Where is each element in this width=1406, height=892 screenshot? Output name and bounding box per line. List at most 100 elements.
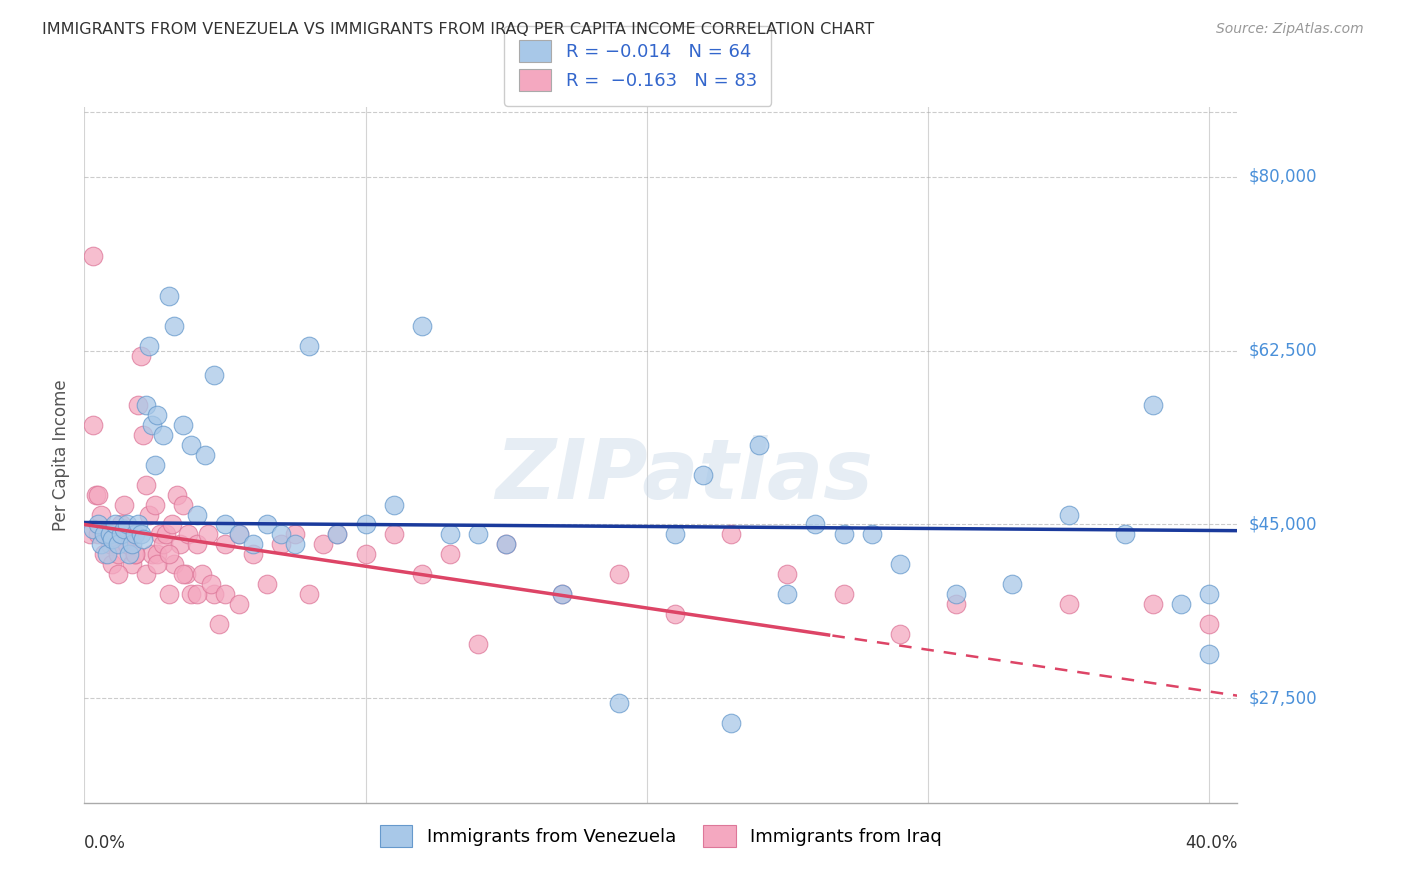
Point [228, 597, 250, 611]
Point [160, 517, 183, 532]
Point [664, 527, 686, 541]
Point [124, 547, 146, 561]
Point [214, 537, 236, 551]
Point [495, 537, 517, 551]
Point [104, 517, 127, 532]
Point [186, 537, 208, 551]
Point [132, 533, 155, 547]
Point [124, 547, 146, 561]
Point [200, 577, 222, 591]
Point [146, 408, 169, 422]
Point [298, 587, 321, 601]
Point [720, 527, 742, 541]
Point [155, 527, 177, 541]
Point [889, 627, 911, 641]
Point [129, 349, 152, 363]
Point [284, 537, 307, 551]
Point [118, 527, 141, 541]
Point [101, 533, 124, 547]
Point [172, 418, 194, 433]
Point [945, 597, 967, 611]
Point [664, 607, 686, 621]
Point [135, 398, 157, 412]
Point [197, 527, 219, 541]
Point [467, 527, 489, 541]
Point [186, 508, 208, 522]
Point [135, 567, 157, 582]
Point [138, 338, 160, 352]
Point [607, 567, 630, 582]
Point [93, 527, 115, 541]
Point [98, 537, 121, 551]
Point [1001, 577, 1024, 591]
Point [180, 587, 202, 601]
Point [157, 289, 180, 303]
Point [141, 547, 163, 561]
Point [84, 488, 107, 502]
Point [1057, 508, 1080, 522]
Point [177, 527, 200, 541]
Point [411, 318, 433, 333]
Point [121, 558, 143, 572]
Point [776, 587, 799, 601]
Point [101, 558, 124, 572]
Point [107, 547, 129, 561]
Point [174, 567, 197, 582]
Point [149, 527, 172, 541]
Point [382, 498, 405, 512]
Point [112, 523, 135, 537]
Text: $45,000: $45,000 [1249, 516, 1317, 533]
Point [166, 488, 188, 502]
Point [832, 527, 855, 541]
Point [127, 517, 149, 532]
Point [202, 368, 225, 383]
Point [172, 498, 194, 512]
Text: IMMIGRANTS FROM VENEZUELA VS IMMIGRANTS FROM IRAQ PER CAPITA INCOME CORRELATION : IMMIGRANTS FROM VENEZUELA VS IMMIGRANTS … [42, 22, 875, 37]
Point [208, 616, 231, 631]
Point [87, 488, 110, 502]
Text: Source: ZipAtlas.com: Source: ZipAtlas.com [1216, 22, 1364, 37]
Point [495, 537, 517, 551]
Point [551, 587, 574, 601]
Point [110, 527, 132, 541]
Point [194, 448, 217, 462]
Point [382, 527, 405, 541]
Point [270, 527, 292, 541]
Point [146, 547, 169, 561]
Point [326, 527, 349, 541]
Point [87, 517, 110, 532]
Point [411, 567, 433, 582]
Point [945, 587, 967, 601]
Point [1198, 616, 1220, 631]
Point [1114, 527, 1136, 541]
Point [860, 527, 883, 541]
Point [467, 637, 489, 651]
Text: 0.0%: 0.0% [84, 834, 127, 852]
Point [169, 537, 191, 551]
Text: $80,000: $80,000 [1249, 168, 1317, 186]
Point [804, 517, 827, 532]
Point [157, 587, 180, 601]
Legend: Immigrants from Venezuela, Immigrants from Iraq: Immigrants from Venezuela, Immigrants fr… [371, 816, 950, 856]
Point [98, 527, 121, 541]
Point [1057, 597, 1080, 611]
Text: 40.0%: 40.0% [1185, 834, 1237, 852]
Text: ZIPatlas: ZIPatlas [495, 435, 873, 516]
Point [242, 537, 264, 551]
Point [157, 547, 180, 561]
Point [132, 428, 155, 442]
Y-axis label: Per Capita Income: Per Capita Income [52, 379, 70, 531]
Point [141, 418, 163, 433]
Point [96, 527, 118, 541]
Point [163, 318, 186, 333]
Point [439, 527, 461, 541]
Point [720, 716, 742, 731]
Point [115, 537, 138, 551]
Point [107, 537, 129, 551]
Point [135, 477, 157, 491]
Point [202, 587, 225, 601]
Point [692, 467, 714, 482]
Point [118, 547, 141, 561]
Point [242, 547, 264, 561]
Point [110, 517, 132, 532]
